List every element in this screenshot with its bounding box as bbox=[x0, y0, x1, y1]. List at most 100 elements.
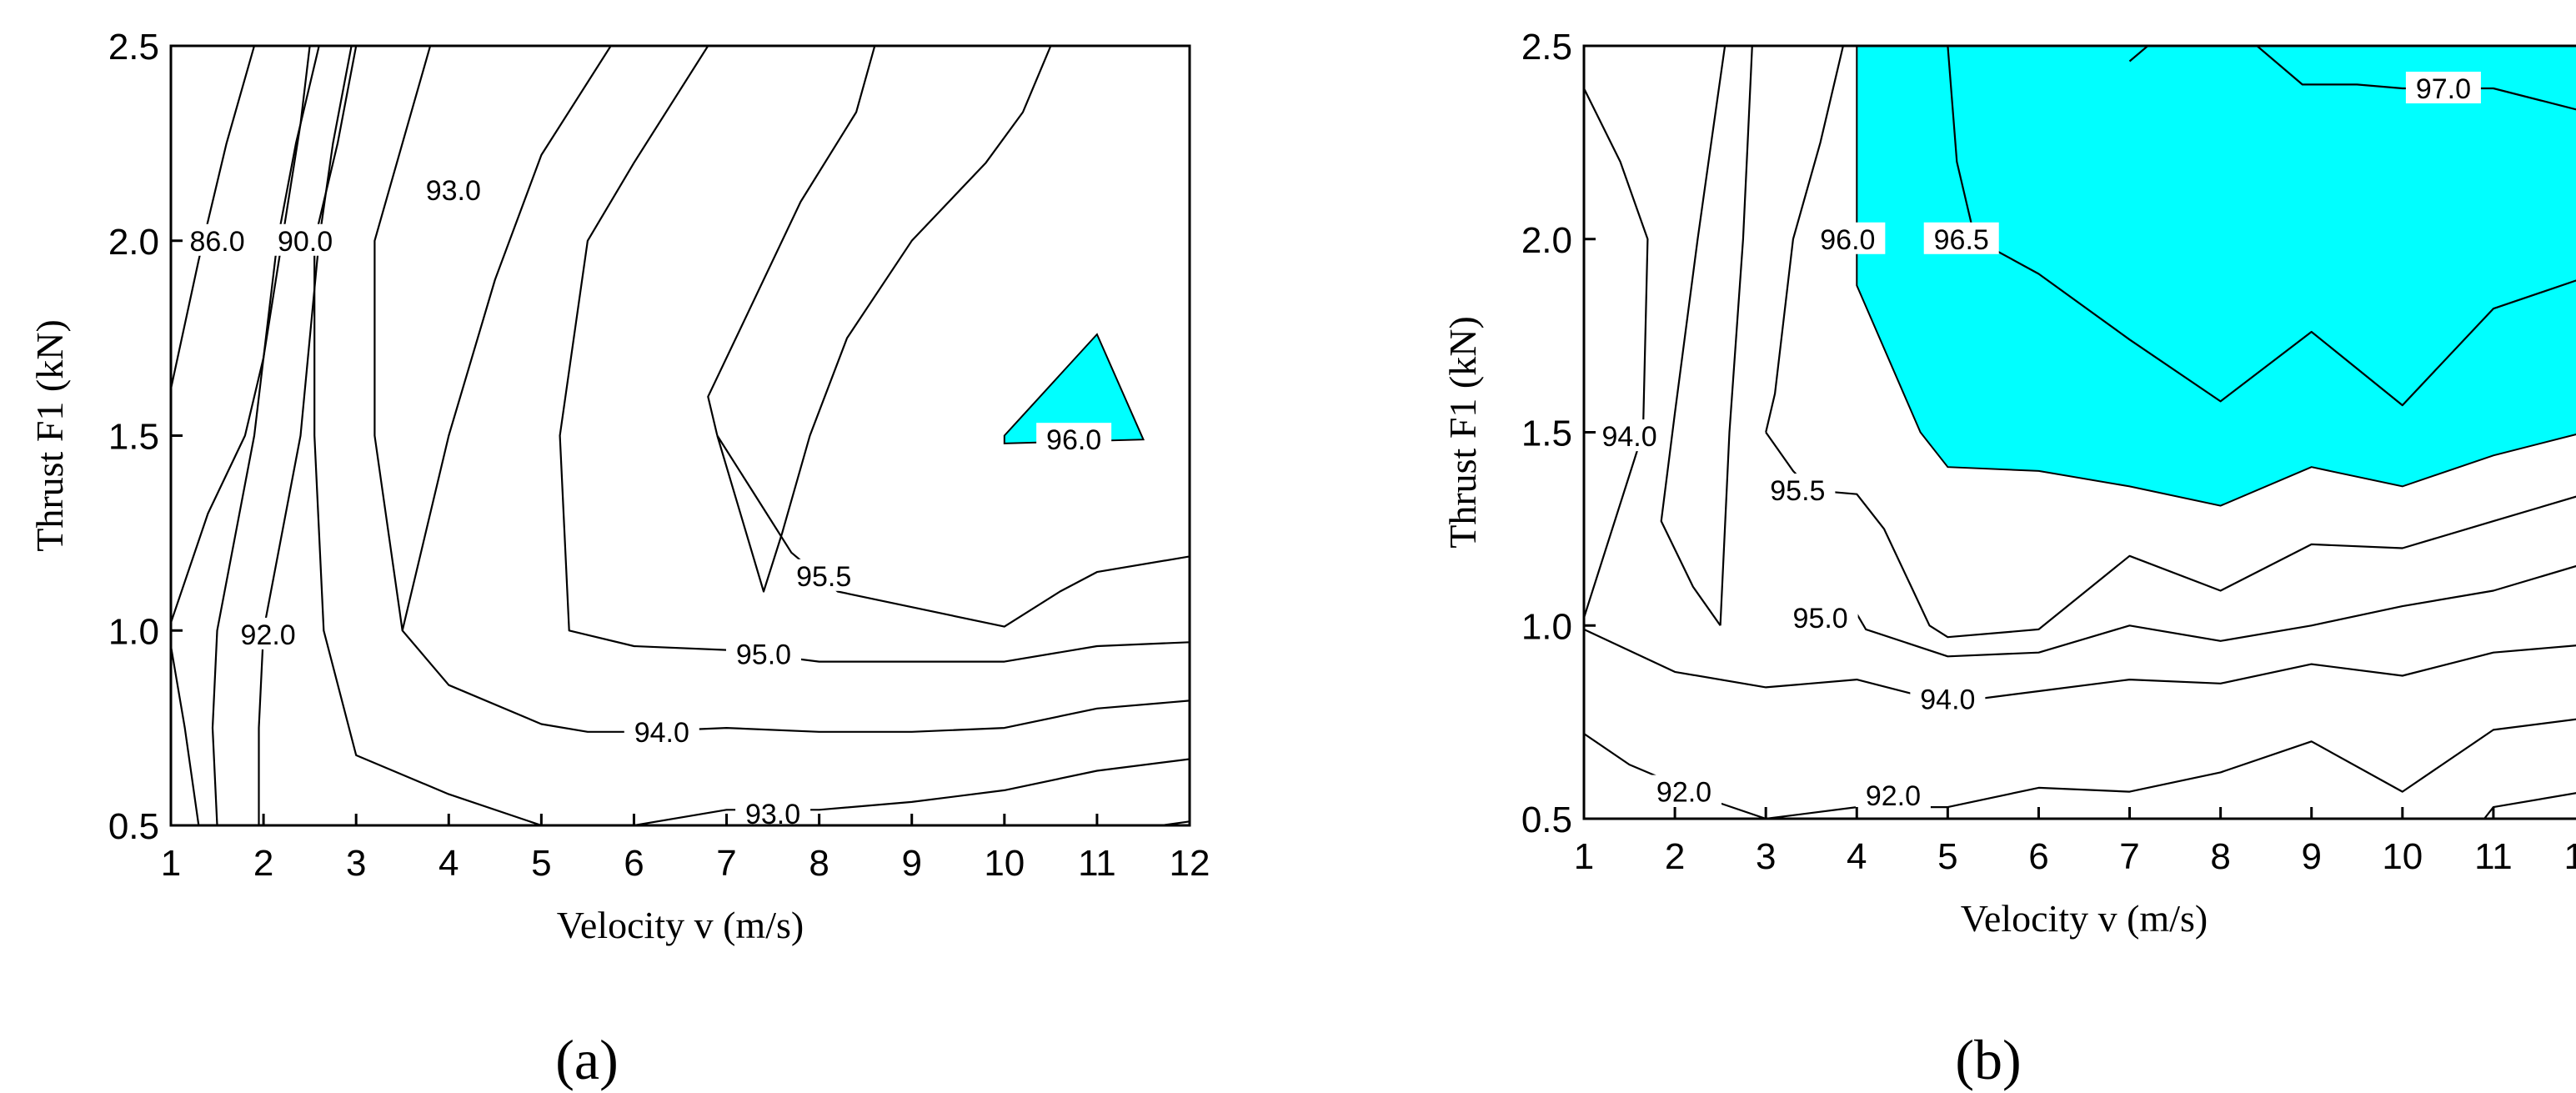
contour-label-a-5: 92.0 bbox=[230, 617, 306, 651]
x-tick-label-a-0: 1 bbox=[161, 843, 181, 884]
y-tick-label-b-3: 2.0 bbox=[1521, 220, 1572, 261]
x-tick-label-a-4: 5 bbox=[531, 843, 551, 884]
contour-line-b-1 bbox=[1660, 46, 1727, 626]
contour-label-b-0: 96.0 bbox=[1810, 222, 1886, 256]
x-tick-label-a-9: 10 bbox=[984, 843, 1025, 884]
contour-label-b-5: 95.0 bbox=[1782, 600, 1858, 634]
svg-text:95.0: 95.0 bbox=[1793, 603, 1848, 634]
svg-text:95.5: 95.5 bbox=[1770, 475, 1825, 507]
plot-area-a bbox=[171, 46, 1190, 825]
contour-line-b-2 bbox=[1719, 46, 1753, 626]
x-tick-label-b-4: 5 bbox=[1937, 836, 1957, 877]
svg-text:92.0: 92.0 bbox=[1656, 777, 1711, 809]
x-tick-label-b-8: 9 bbox=[2301, 836, 2321, 877]
contour-line-a-10 bbox=[707, 46, 876, 436]
x-tick-label-a-1: 2 bbox=[253, 843, 273, 884]
y-tick-label-b-0: 0.5 bbox=[1521, 800, 1572, 840]
x-tick-label-a-10: 11 bbox=[1078, 843, 1116, 884]
svg-text:90.0: 90.0 bbox=[278, 226, 333, 258]
panel-caption-a: (a) bbox=[504, 1027, 670, 1093]
svg-text:92.0: 92.0 bbox=[1866, 780, 1921, 812]
y-tick-label-b-4: 2.5 bbox=[1521, 27, 1572, 68]
svg-text:94.0: 94.0 bbox=[1601, 421, 1656, 453]
contour-line-a-5 bbox=[313, 46, 542, 825]
contour-line-b-0 bbox=[1584, 88, 1649, 619]
x-tick-label-a-5: 6 bbox=[624, 843, 644, 884]
contour-label-b-8: 92.0 bbox=[1855, 779, 1931, 812]
y-axis-title-a: Thrust F1 (kN) bbox=[28, 319, 71, 552]
svg-text:97.0: 97.0 bbox=[2416, 73, 2471, 105]
x-tick-label-a-2: 3 bbox=[346, 843, 366, 884]
contour-label-a-3: 96.0 bbox=[1036, 423, 1112, 456]
contour-line-a-3 bbox=[211, 46, 320, 825]
contour-line-a-11 bbox=[716, 434, 1190, 628]
x-tick-label-b-5: 6 bbox=[2028, 836, 2048, 877]
y-tick-label-a-1: 1.0 bbox=[108, 611, 159, 652]
contour-label-a-7: 94.0 bbox=[624, 714, 699, 749]
x-tick-label-a-11: 12 bbox=[1170, 843, 1210, 884]
panel-caption-b: (b) bbox=[1905, 1027, 2072, 1093]
svg-text:94.0: 94.0 bbox=[634, 717, 689, 749]
y-tick-label-b-2: 1.5 bbox=[1521, 414, 1572, 454]
contour-line-b-6 bbox=[1584, 628, 2576, 704]
contour-label-b-3: 94.0 bbox=[1591, 419, 1667, 453]
contour-line-a-8 bbox=[401, 46, 612, 631]
y-tick-label-a-3: 2.0 bbox=[108, 222, 159, 263]
y-tick-label-b-1: 1.0 bbox=[1521, 606, 1572, 647]
x-tick-label-b-3: 4 bbox=[1847, 836, 1867, 877]
x-tick-label-a-7: 8 bbox=[809, 843, 829, 884]
x-tick-label-b-10: 11 bbox=[2474, 836, 2513, 877]
x-tick-label-b-2: 3 bbox=[1756, 836, 1776, 877]
contour-line-b-11 bbox=[2128, 46, 2149, 63]
contour-line-b-9 bbox=[2483, 792, 2576, 819]
y-tick-label-a-4: 2.5 bbox=[108, 27, 159, 68]
contour-line-a-9 bbox=[559, 46, 1190, 663]
contour-chart-b: 96.0 96.597.094.095.595.094.092.0 92.01 2 3 4… bbox=[1441, 27, 2576, 940]
x-tick-label-b-0: 1 bbox=[1574, 836, 1594, 877]
contour-label-b-7: 92.0 bbox=[1646, 775, 1722, 809]
contour-label-a-4: 95.5 bbox=[786, 559, 862, 593]
contour-line-b-12 bbox=[2256, 46, 2576, 111]
plot-area-b bbox=[1584, 46, 2576, 819]
svg-text:86.0: 86.0 bbox=[189, 226, 244, 258]
svg-text:96.5: 96.5 bbox=[1934, 224, 1989, 256]
svg-text:96.0: 96.0 bbox=[1046, 424, 1101, 456]
contour-line-b-3 bbox=[1765, 46, 1844, 433]
svg-text:96.0: 96.0 bbox=[1820, 224, 1875, 256]
filled-region-a-0 bbox=[1003, 333, 1145, 444]
contour-label-a-1: 90.0 bbox=[268, 223, 343, 258]
contour-line-a-4 bbox=[258, 46, 353, 825]
contour-line-a-7 bbox=[541, 758, 1190, 825]
svg-text:95.5: 95.5 bbox=[796, 561, 851, 593]
panel-caption-a-text: (a) bbox=[555, 1028, 619, 1091]
x-tick-label-b-6: 7 bbox=[2119, 836, 2139, 877]
contour-label-a-2: 93.0 bbox=[415, 173, 491, 207]
contour-line-b-10 bbox=[1947, 46, 2576, 407]
x-tick-label-b-1: 2 bbox=[1665, 836, 1685, 877]
contour-line-a-12 bbox=[716, 46, 1052, 593]
x-axis-title-a: Velocity v (m/s) bbox=[557, 904, 804, 946]
contour-label-b-4: 95.5 bbox=[1760, 474, 1836, 507]
x-tick-label-b-11: 12 bbox=[2564, 836, 2576, 877]
x-tick-label-b-7: 8 bbox=[2210, 836, 2230, 877]
x-tick-label-a-8: 9 bbox=[901, 843, 921, 884]
contour-line-a-2 bbox=[171, 645, 200, 825]
contour-label-b-1: 96.5 bbox=[1923, 222, 1999, 256]
contour-label-a-6: 95.0 bbox=[725, 637, 801, 670]
x-tick-label-b-9: 10 bbox=[2382, 836, 2423, 877]
y-tick-label-a-2: 1.5 bbox=[108, 417, 159, 458]
y-tick-label-a-0: 0.5 bbox=[108, 806, 159, 847]
svg-text:94.0: 94.0 bbox=[1920, 684, 1975, 715]
contour-line-a-1 bbox=[171, 46, 311, 624]
svg-text:95.0: 95.0 bbox=[736, 639, 791, 670]
x-tick-label-a-6: 7 bbox=[716, 843, 736, 884]
contour-line-a-6 bbox=[373, 46, 1190, 733]
contour-label-b-6: 94.0 bbox=[1910, 682, 1986, 715]
contour-label-a-0: 86.0 bbox=[179, 223, 255, 258]
x-tick-label-a-3: 4 bbox=[439, 843, 459, 884]
filled-region-b-0 bbox=[1856, 46, 2576, 507]
contour-label-b-2: 97.0 bbox=[2405, 71, 2481, 105]
svg-text:93.0: 93.0 bbox=[426, 175, 481, 207]
contour-line-a-0 bbox=[171, 46, 256, 389]
